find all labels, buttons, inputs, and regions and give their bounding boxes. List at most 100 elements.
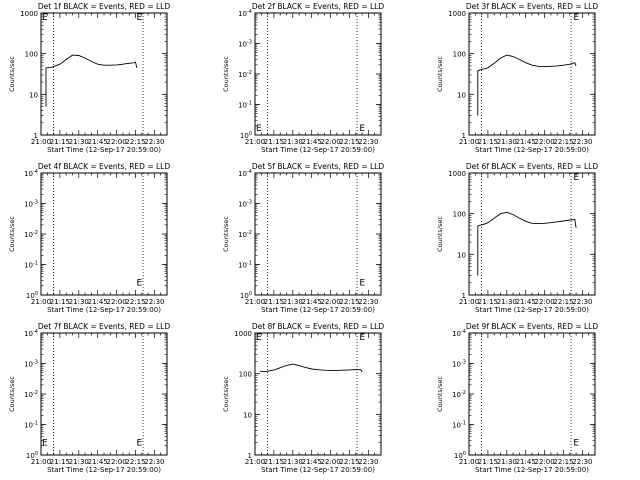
y-tick-label: 10-4: [452, 329, 466, 338]
x-tick-label: 22:30: [144, 138, 164, 146]
y-tick-label: 10-2: [24, 230, 38, 239]
y-tick-label: 10-4: [238, 9, 252, 18]
event-marker: E: [137, 13, 143, 23]
x-tick-label: 22:00: [107, 138, 127, 146]
event-marker: E: [256, 124, 262, 134]
x-tick-label: 21:00: [459, 138, 479, 146]
x-tick-label: 21:30: [69, 458, 89, 466]
y-tick-label: 100: [25, 51, 38, 59]
y-axis-label: Counts/sec: [222, 376, 230, 412]
y-axis-label: Counts/sec: [436, 56, 444, 92]
y-tick-label: 10: [243, 411, 252, 419]
y-tick-label: 10-3: [238, 40, 252, 49]
panel-det-2: Det 2f BLACK = Events, RED = LLD 100 10-1 1…: [222, 2, 384, 154]
y-axis-label: Counts/sec: [8, 56, 16, 92]
x-tick-label: 22:15: [553, 138, 573, 146]
panel-det-7: Det 7f BLACK = Events, RED = LLD 100 10-1 1…: [8, 322, 170, 474]
x-tick-label: 22:15: [553, 458, 573, 466]
y-tick-label: 100: [453, 211, 466, 219]
x-tick-label: 21:00: [31, 138, 51, 146]
x-tick-label: 22:00: [321, 298, 341, 306]
plot-frame: [40, 12, 168, 136]
plot-frame: [468, 172, 596, 296]
x-tick-label: 21:45: [88, 298, 108, 306]
panel-title: Det 3f BLACK = Events, RED = LLD: [466, 2, 599, 11]
x-tick-label: 21:30: [69, 138, 89, 146]
y-tick-label: 1: [462, 132, 466, 140]
plot-frame: [254, 332, 382, 456]
plot-frame: [254, 172, 382, 296]
panel-det-9: Det 9f BLACK = Events, RED = LLD 100 10-1 1…: [436, 322, 598, 474]
panel-title: Det 6f BLACK = Events, RED = LLD: [466, 162, 599, 171]
x-tick-label: 21:45: [88, 458, 108, 466]
y-tick-label: 10-2: [238, 230, 252, 239]
x-tick-label: 22:30: [572, 138, 592, 146]
y-tick-label: 10-3: [24, 360, 38, 369]
y-tick-label: 10-1: [24, 261, 38, 270]
y-tick-label: 1000: [234, 330, 252, 338]
x-tick-label: 21:15: [264, 458, 284, 466]
x-tick-label: 22:15: [339, 138, 359, 146]
panel-title: Det 5f BLACK = Events, RED = LLD: [252, 162, 385, 171]
x-tick-label: 22:00: [535, 138, 555, 146]
y-tick-label: 1000: [448, 10, 466, 18]
events-series-line: [45, 54, 138, 107]
y-tick-label: 100: [26, 291, 38, 300]
x-axis-label: Start Time (12-Sep-17 20:59:00): [47, 146, 161, 154]
y-axis-label: Counts/sec: [8, 216, 16, 252]
x-tick-label: 22:30: [572, 298, 592, 306]
panel-det-1: Det 1f BLACK = Events, RED = LLD 1 10 100 10…: [8, 2, 170, 154]
y-tick-label: 100: [454, 451, 466, 460]
y-tick-label: 100: [26, 451, 38, 460]
event-marker: E: [137, 438, 143, 448]
x-tick-label: 21:15: [264, 138, 284, 146]
x-tick-label: 22:00: [107, 298, 127, 306]
panel-det-3: Det 3f BLACK = Events, RED = LLD 1 10 100 10…: [436, 2, 598, 154]
panel-det-8: Det 8f BLACK = Events, RED = LLD 1 10 100 10…: [222, 322, 384, 474]
y-tick-label: 10-4: [24, 329, 38, 338]
x-axis-label: Start Time (12-Sep-17 20:59:00): [261, 466, 375, 474]
y-tick-label: 1: [462, 292, 466, 300]
x-tick-label: 21:00: [245, 138, 265, 146]
panel-title: Det 2f BLACK = Events, RED = LLD: [252, 2, 385, 11]
panel-title: Det 7f BLACK = Events, RED = LLD: [38, 322, 171, 331]
y-tick-label: 10: [457, 91, 466, 99]
plot-frame: [468, 12, 596, 136]
y-tick-label: 100: [240, 291, 252, 300]
x-axis-label: Start Time (12-Sep-17 20:59:00): [475, 466, 589, 474]
panel-title: Det 9f BLACK = Events, RED = LLD: [466, 322, 599, 331]
panel-title: Det 4f BLACK = Events, RED = LLD: [38, 162, 171, 171]
y-tick-label: 1: [34, 132, 38, 140]
y-tick-label: 10-1: [238, 261, 252, 270]
plot-frame: [40, 172, 168, 296]
x-tick-label: 21:15: [50, 138, 70, 146]
panel-title: Det 1f BLACK = Events, RED = LLD: [38, 2, 171, 11]
x-tick-label: 21:00: [459, 458, 479, 466]
x-tick-label: 21:30: [497, 298, 517, 306]
x-tick-label: 22:00: [321, 138, 341, 146]
y-axis-label: Counts/sec: [222, 56, 230, 92]
y-axis-label: Counts/sec: [8, 376, 16, 412]
x-tick-label: 22:00: [321, 458, 341, 466]
y-tick-label: 10-3: [24, 200, 38, 209]
x-tick-label: 21:15: [50, 458, 70, 466]
x-tick-label: 22:30: [144, 458, 164, 466]
x-tick-label: 21:00: [245, 298, 265, 306]
x-tick-label: 22:30: [144, 298, 164, 306]
event-marker: E: [573, 438, 579, 448]
event-marker: E: [256, 333, 262, 343]
x-axis-label: Start Time (12-Sep-17 20:59:00): [261, 306, 375, 314]
x-tick-label: 21:30: [69, 298, 89, 306]
x-axis-label: Start Time (12-Sep-17 20:59:00): [47, 466, 161, 474]
y-tick-label: 1000: [448, 170, 466, 178]
x-tick-label: 21:45: [516, 458, 536, 466]
panel-det-5: Det 5f BLACK = Events, RED = LLD 100 10-1 1…: [222, 162, 384, 314]
x-tick-label: 22:00: [535, 458, 555, 466]
x-tick-label: 22:15: [125, 138, 145, 146]
x-tick-label: 21:30: [283, 298, 303, 306]
y-tick-label: 10-1: [24, 421, 38, 430]
event-marker: E: [137, 278, 143, 288]
y-tick-label: 100: [240, 131, 252, 140]
y-tick-label: 10: [29, 91, 38, 99]
